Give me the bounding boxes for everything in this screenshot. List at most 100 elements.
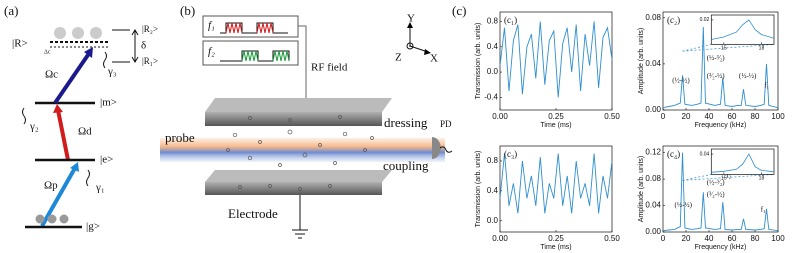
- state-label: |R₁>: [142, 56, 158, 66]
- rabi-label: Ωd: [78, 126, 92, 138]
- x-tick-label: 20: [682, 112, 691, 121]
- y-axis-label: Transmission (arb. units): [475, 23, 482, 100]
- panel-label: (c): [452, 3, 466, 18]
- x-tick-label: 0.50: [604, 112, 620, 121]
- peak-annotation: (½-½): [739, 72, 757, 80]
- x-tick-label: 0.25: [548, 112, 564, 121]
- beam-label: probe: [165, 130, 195, 145]
- splitting: δ: [141, 40, 146, 52]
- y-axis-label: Amplitude (arb. units): [638, 28, 645, 95]
- signal-line: [662, 152, 779, 232]
- x-tick-label: 0: [661, 234, 666, 243]
- x-tick-label: 0: [661, 112, 666, 121]
- decay-label: γ₁: [95, 182, 105, 194]
- axis-name: Z: [395, 52, 402, 64]
- inset-guide: [682, 174, 712, 181]
- y-tick-label: 0.00: [645, 227, 661, 236]
- inset-guide: [682, 43, 712, 52]
- y-tick-label: 0.0: [487, 216, 499, 225]
- x-tick-label: 60: [728, 112, 737, 121]
- state-label: |R>: [12, 38, 28, 50]
- x-tick-label: 40: [705, 234, 714, 243]
- x-axis-label: Time (ms): [540, 244, 571, 251]
- state-label: |m>: [100, 97, 117, 109]
- x-tick-label: 20: [682, 234, 691, 243]
- decay-label: γ₃: [107, 66, 117, 78]
- beam-label: coupling: [383, 158, 429, 173]
- y-tick-label: 0.12: [645, 148, 661, 157]
- x-tick-label: 18: [759, 176, 765, 182]
- chart-label: (c₁): [504, 15, 517, 25]
- electrode-label: Electrode: [228, 206, 278, 221]
- x-tick-label: 60: [728, 234, 737, 243]
- peak-annotation: (½-½): [675, 201, 693, 209]
- peak-annotation: f₂: [726, 171, 731, 179]
- state-label: |g>: [86, 221, 100, 233]
- x-tick-label: 0.00: [492, 234, 508, 243]
- y-tick-label: 0.4: [487, 186, 499, 195]
- x-axis-label: Time (ms): [540, 122, 571, 129]
- y-axis-label: Transmission (arb. units): [475, 151, 482, 228]
- x-tick-label: 0.25: [548, 234, 564, 243]
- y-tick-label: 0.02: [700, 17, 710, 23]
- x-tick-label: 15: [721, 46, 727, 52]
- state-label: |e>: [100, 154, 113, 166]
- x-tick-label: 100: [771, 234, 785, 243]
- panel-label: (b): [180, 3, 195, 18]
- y-tick-label: 0.04: [645, 59, 661, 68]
- state-label: |R₂>: [142, 24, 158, 34]
- peak-annotation: f₁: [764, 82, 769, 90]
- inset-frame: [710, 14, 775, 45]
- pulse-label: f₂: [208, 46, 215, 58]
- decay-label: γ₂: [29, 121, 39, 133]
- x-tick-label: 40: [705, 112, 714, 121]
- panel-a: (a) |R> Δc |R₂> |R₁> δ γ₃ |m> Ωc γ₂ Ωd |…: [4, 3, 158, 233]
- peak-annotation: f₁: [761, 205, 766, 213]
- rabi-label: Ωp: [44, 180, 58, 192]
- panel-c: (c) 0.00 0.25 0.50-0.40.00.40.8 (c₁)Time (m…: [452, 3, 785, 251]
- rabi-label: Ωc: [45, 69, 58, 81]
- inset-guide: [682, 174, 775, 181]
- x-tick-label: 15: [721, 176, 727, 182]
- inset-guide: [682, 43, 775, 52]
- y-tick-label: 0.8: [487, 17, 499, 26]
- detector-label: PD: [440, 119, 452, 129]
- x-tick-label: 80: [751, 112, 760, 121]
- x-tick-label: 18: [759, 46, 765, 52]
- x-tick-label: 80: [751, 234, 760, 243]
- signal-line: [499, 153, 613, 214]
- y-tick-label: 0.4: [487, 42, 499, 51]
- signal-line: [499, 21, 613, 98]
- signal-line: [662, 26, 779, 109]
- pulse-label: f₁: [208, 20, 215, 32]
- signal-line: [711, 153, 775, 173]
- axis-name: Y: [407, 13, 415, 25]
- y-tick-label: 0.08: [645, 13, 661, 22]
- peak-annotation: (½-³⁄₂): [707, 179, 726, 187]
- beam-label: dressing: [384, 115, 428, 130]
- peak-annotation: (½-½): [672, 77, 690, 85]
- panel-b: (b) f₁ f₂ RF field Y Z X probe dressin: [160, 3, 453, 239]
- y-tick-label: 0.8: [487, 156, 499, 165]
- rf-label: RF field: [311, 62, 348, 74]
- peak-annotation: (½-³⁄₂): [707, 54, 726, 62]
- y-tick-label: -0.4: [484, 92, 498, 101]
- y-tick-label: 0.00: [645, 105, 661, 114]
- x-tick-label: 0.00: [492, 112, 508, 121]
- x-tick-label: 100: [771, 112, 785, 121]
- panel-label: (a): [4, 3, 18, 18]
- y-axis-label: Amplitude (arb. units): [638, 156, 645, 223]
- chart-label: (c₄): [667, 149, 680, 159]
- detuning: Δc: [44, 49, 51, 55]
- signal-line: [711, 19, 775, 40]
- peak-annotation: (³⁄₂-½): [707, 72, 726, 80]
- y-tick-label: 0.04: [645, 201, 661, 210]
- peak-annotation: (³⁄₂-½): [707, 191, 726, 199]
- y-tick-label: 0.08: [645, 174, 661, 183]
- y-tick-label: 0.0: [487, 67, 499, 76]
- y-tick-label: 0.04: [700, 151, 710, 157]
- x-tick-label: 0.50: [604, 234, 620, 243]
- axis-name: X: [430, 53, 438, 65]
- x-axis-label: Frequency (kHz): [695, 122, 747, 129]
